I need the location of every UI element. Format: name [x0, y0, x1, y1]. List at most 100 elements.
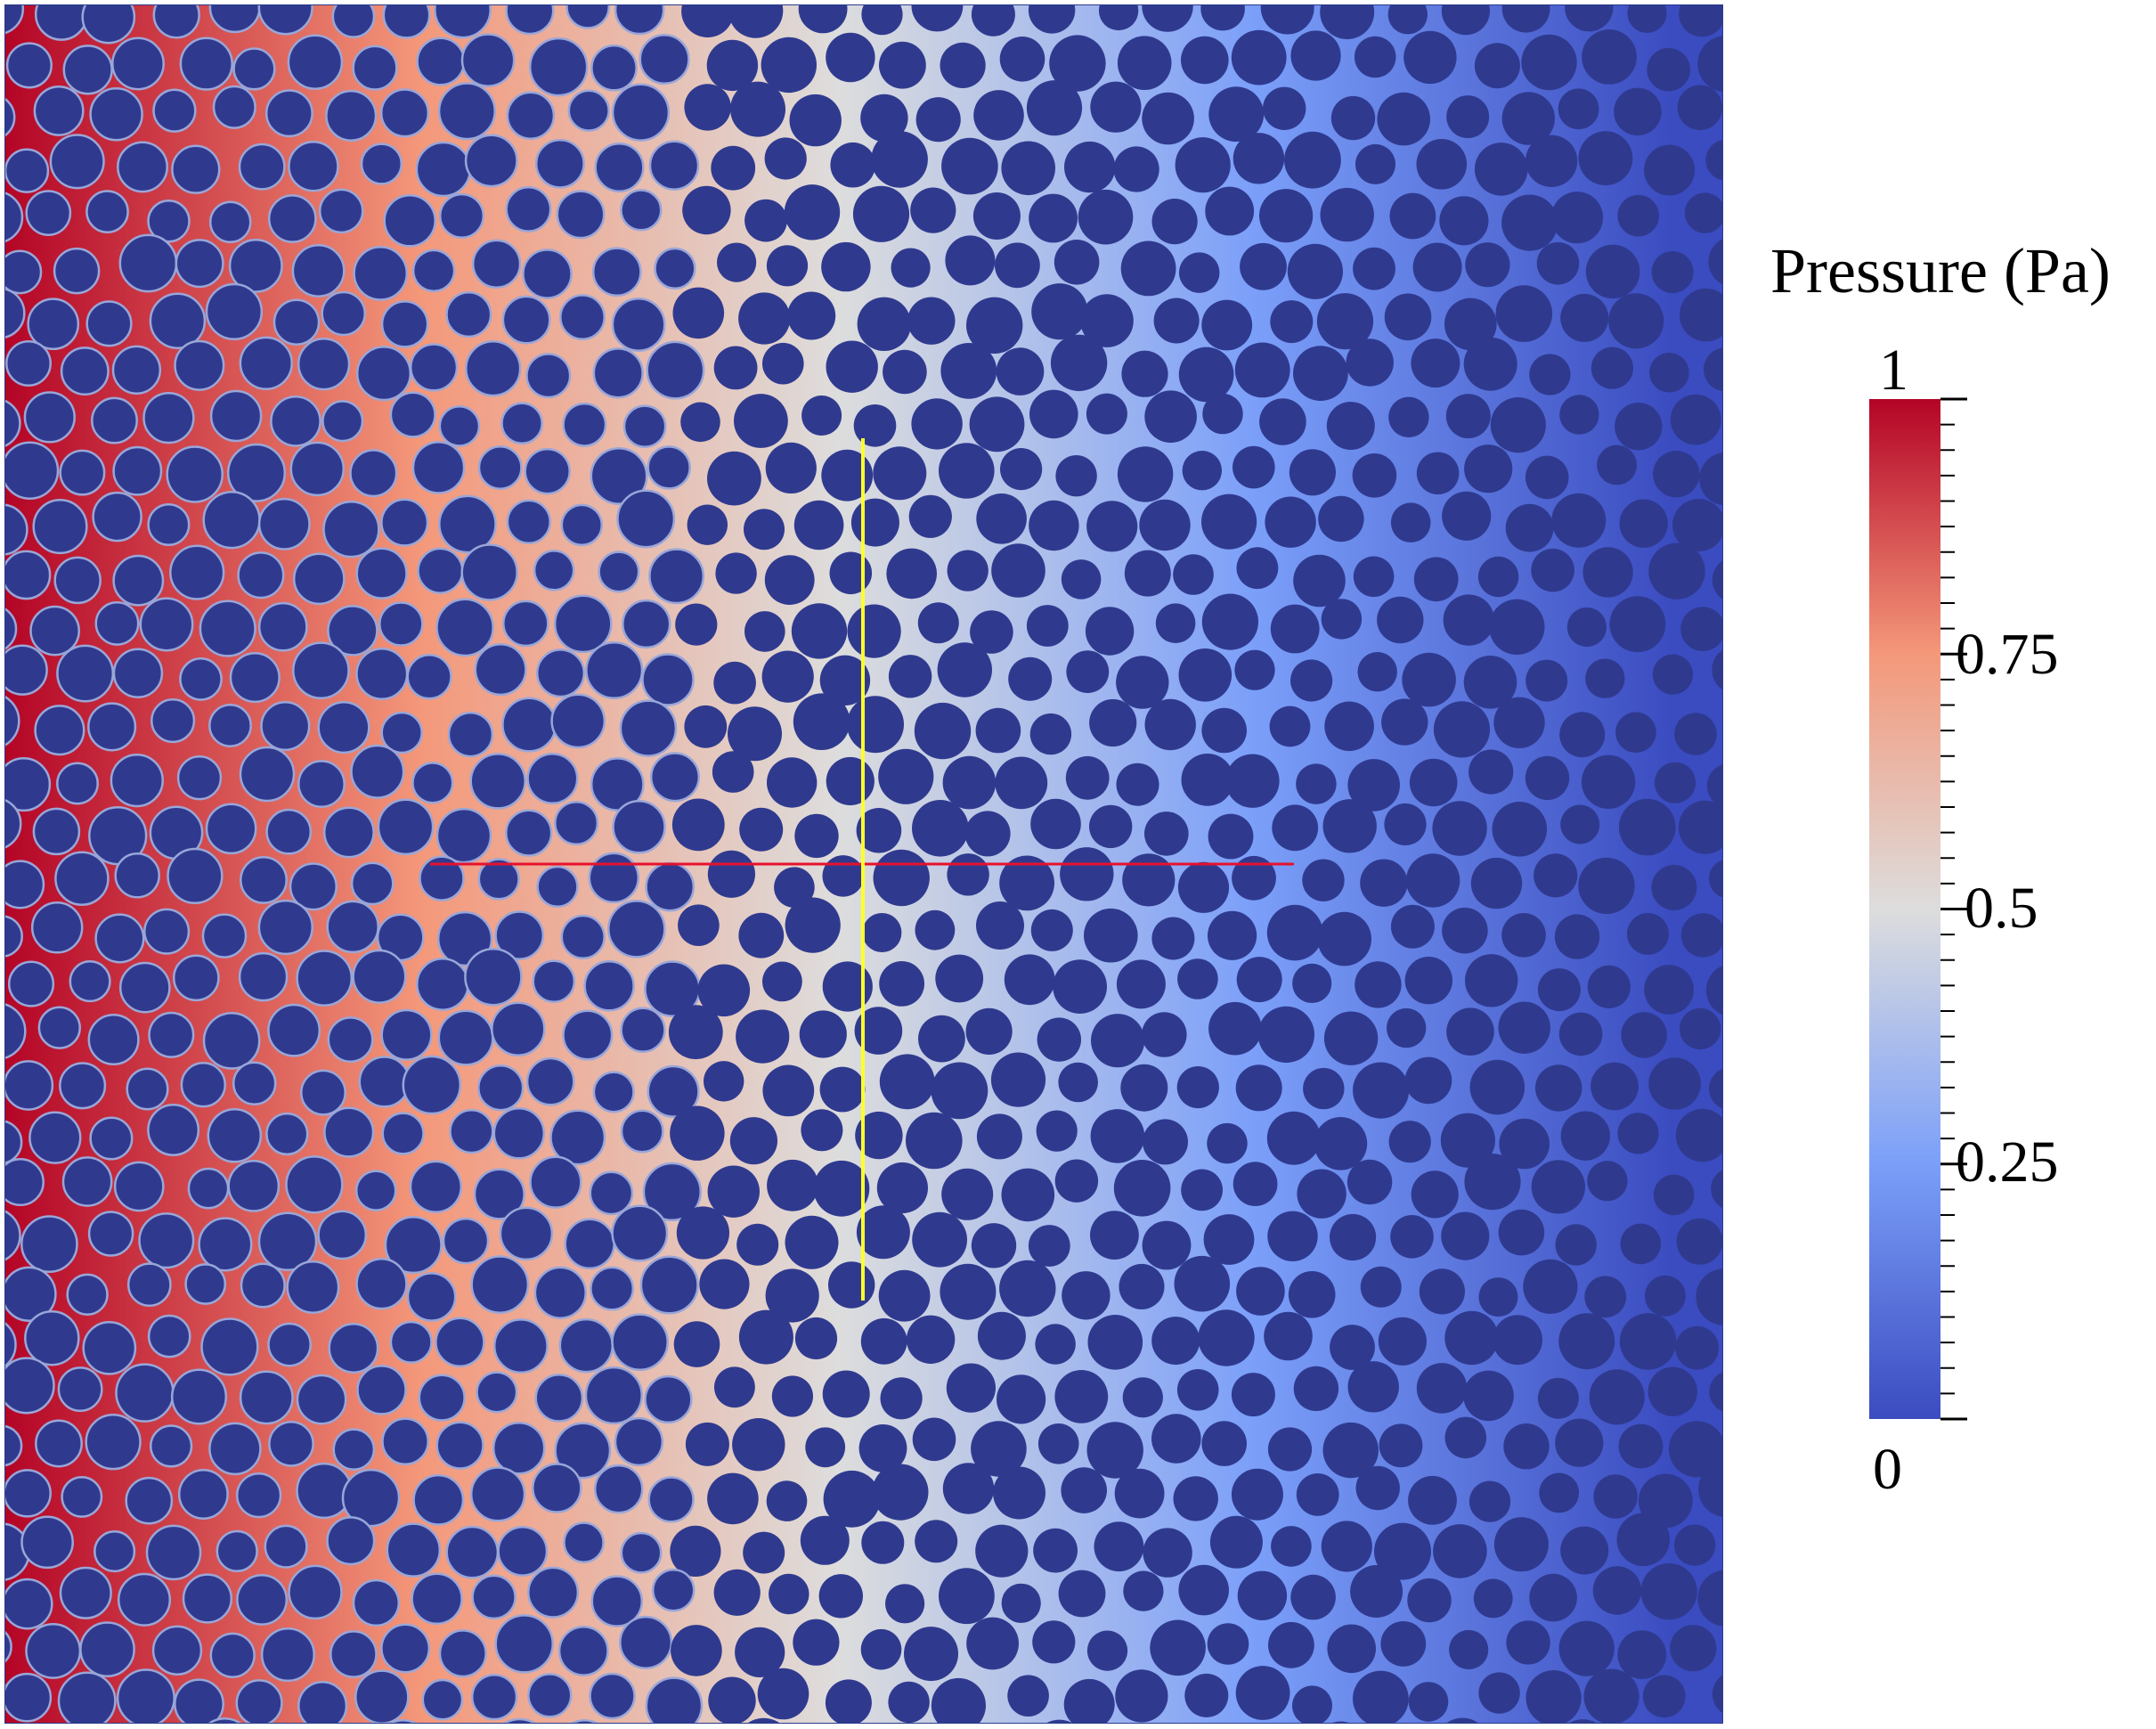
grain — [937, 642, 993, 697]
grain — [1647, 47, 1690, 92]
grain — [1477, 556, 1519, 598]
grain — [1355, 1465, 1400, 1511]
grain — [1086, 1630, 1128, 1671]
grain — [506, 91, 556, 140]
grain — [1709, 1372, 1723, 1412]
grain — [296, 950, 354, 1007]
grain — [4, 1266, 57, 1322]
grain — [1178, 648, 1233, 702]
grain — [707, 1472, 759, 1525]
grain — [1352, 453, 1397, 498]
grain — [4, 97, 16, 137]
grain — [238, 951, 289, 1002]
grain — [1585, 244, 1640, 299]
grain — [713, 346, 758, 390]
grain — [1200, 4, 1245, 31]
grain — [769, 1573, 810, 1615]
grain — [1322, 1422, 1379, 1479]
grain — [793, 693, 850, 750]
grain — [906, 1112, 963, 1170]
grain — [1677, 85, 1723, 131]
grain — [1121, 350, 1168, 397]
grain — [766, 1480, 808, 1521]
grain — [1501, 913, 1546, 958]
grain — [1053, 959, 1107, 1014]
grain — [226, 443, 287, 502]
grain — [346, 1723, 357, 1724]
grain — [1653, 451, 1700, 498]
grain — [1094, 1521, 1144, 1572]
grain — [1591, 1062, 1639, 1111]
grain — [678, 904, 720, 946]
grain — [999, 1260, 1056, 1317]
grain — [907, 297, 956, 345]
grain — [738, 912, 785, 958]
grain — [326, 900, 379, 954]
grain — [331, 4, 376, 38]
grain — [995, 242, 1040, 289]
grain — [1498, 1209, 1545, 1256]
grain — [326, 1516, 376, 1566]
grain — [1330, 1325, 1375, 1370]
grain — [1054, 240, 1100, 285]
grain — [447, 711, 494, 758]
grain — [1035, 1324, 1076, 1365]
grain — [554, 800, 599, 846]
grain — [1402, 652, 1456, 707]
grain — [4, 1321, 17, 1368]
grain — [1236, 547, 1279, 590]
grain — [567, 89, 610, 132]
grain — [286, 1260, 340, 1314]
grain — [212, 85, 256, 129]
grain — [1523, 1259, 1578, 1314]
grain — [614, 1416, 664, 1467]
grain — [1644, 965, 1694, 1015]
grain — [1441, 4, 1490, 36]
grain — [611, 298, 666, 352]
grain — [477, 1064, 525, 1112]
grain — [1536, 241, 1580, 285]
grain — [4, 1672, 53, 1723]
grain — [53, 556, 102, 605]
grain — [4, 915, 23, 958]
grain — [856, 808, 902, 853]
grain — [823, 1470, 881, 1528]
grain — [1176, 1369, 1219, 1411]
grain — [117, 1572, 172, 1627]
grain — [1116, 959, 1166, 1009]
grain — [265, 1112, 309, 1156]
grain — [4, 607, 18, 651]
grain — [818, 1574, 863, 1619]
grain — [1143, 1528, 1192, 1578]
grain — [355, 547, 408, 599]
grain — [111, 345, 162, 395]
grain — [1198, 1309, 1255, 1366]
grain — [535, 648, 586, 698]
grain — [684, 84, 731, 131]
grain — [470, 1255, 530, 1314]
grain — [712, 751, 754, 793]
grain — [1615, 712, 1656, 753]
grain — [1174, 1255, 1231, 1312]
grain — [1648, 542, 1705, 599]
grain — [294, 1723, 299, 1724]
grain — [647, 1064, 700, 1118]
grain — [583, 960, 635, 1012]
grain — [1679, 4, 1723, 37]
grain — [642, 1162, 702, 1222]
grain — [585, 640, 644, 700]
grain — [527, 1673, 573, 1718]
grain — [1433, 701, 1491, 758]
grain — [1203, 1214, 1255, 1265]
grain — [976, 901, 1024, 950]
grain — [1292, 1685, 1332, 1724]
grain — [1292, 963, 1332, 1003]
grain — [148, 1011, 195, 1058]
grain — [1498, 1001, 1550, 1054]
grain — [1617, 194, 1659, 237]
grain — [1201, 493, 1257, 550]
grain — [492, 1107, 546, 1160]
grain — [1379, 1423, 1423, 1468]
grain — [1064, 141, 1116, 193]
grain — [449, 1108, 494, 1154]
